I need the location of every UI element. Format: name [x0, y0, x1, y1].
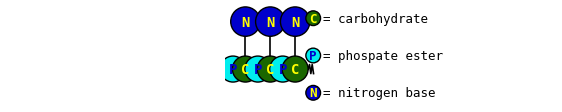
Text: C: C: [241, 62, 250, 76]
Text: N: N: [241, 15, 250, 29]
Circle shape: [245, 57, 271, 82]
Circle shape: [306, 86, 320, 100]
Text: N: N: [291, 15, 300, 29]
Circle shape: [280, 8, 310, 37]
Circle shape: [306, 49, 320, 63]
Circle shape: [233, 57, 259, 82]
Text: C: C: [266, 62, 274, 76]
Text: P: P: [229, 62, 237, 76]
Text: = carbohydrate: = carbohydrate: [323, 13, 428, 26]
Text: P: P: [310, 50, 317, 62]
Circle shape: [256, 8, 285, 37]
Text: C: C: [310, 13, 317, 26]
Text: P: P: [279, 62, 287, 76]
Circle shape: [257, 57, 283, 82]
Text: = nitrogen base: = nitrogen base: [323, 86, 436, 99]
Text: P: P: [253, 62, 262, 76]
Circle shape: [231, 8, 260, 37]
Text: N: N: [310, 86, 317, 99]
Circle shape: [282, 57, 308, 82]
Circle shape: [220, 57, 246, 82]
Text: = phospate ester: = phospate ester: [323, 50, 443, 62]
Text: C: C: [291, 62, 300, 76]
Circle shape: [306, 12, 320, 26]
Circle shape: [270, 57, 296, 82]
Text: N: N: [266, 15, 274, 29]
